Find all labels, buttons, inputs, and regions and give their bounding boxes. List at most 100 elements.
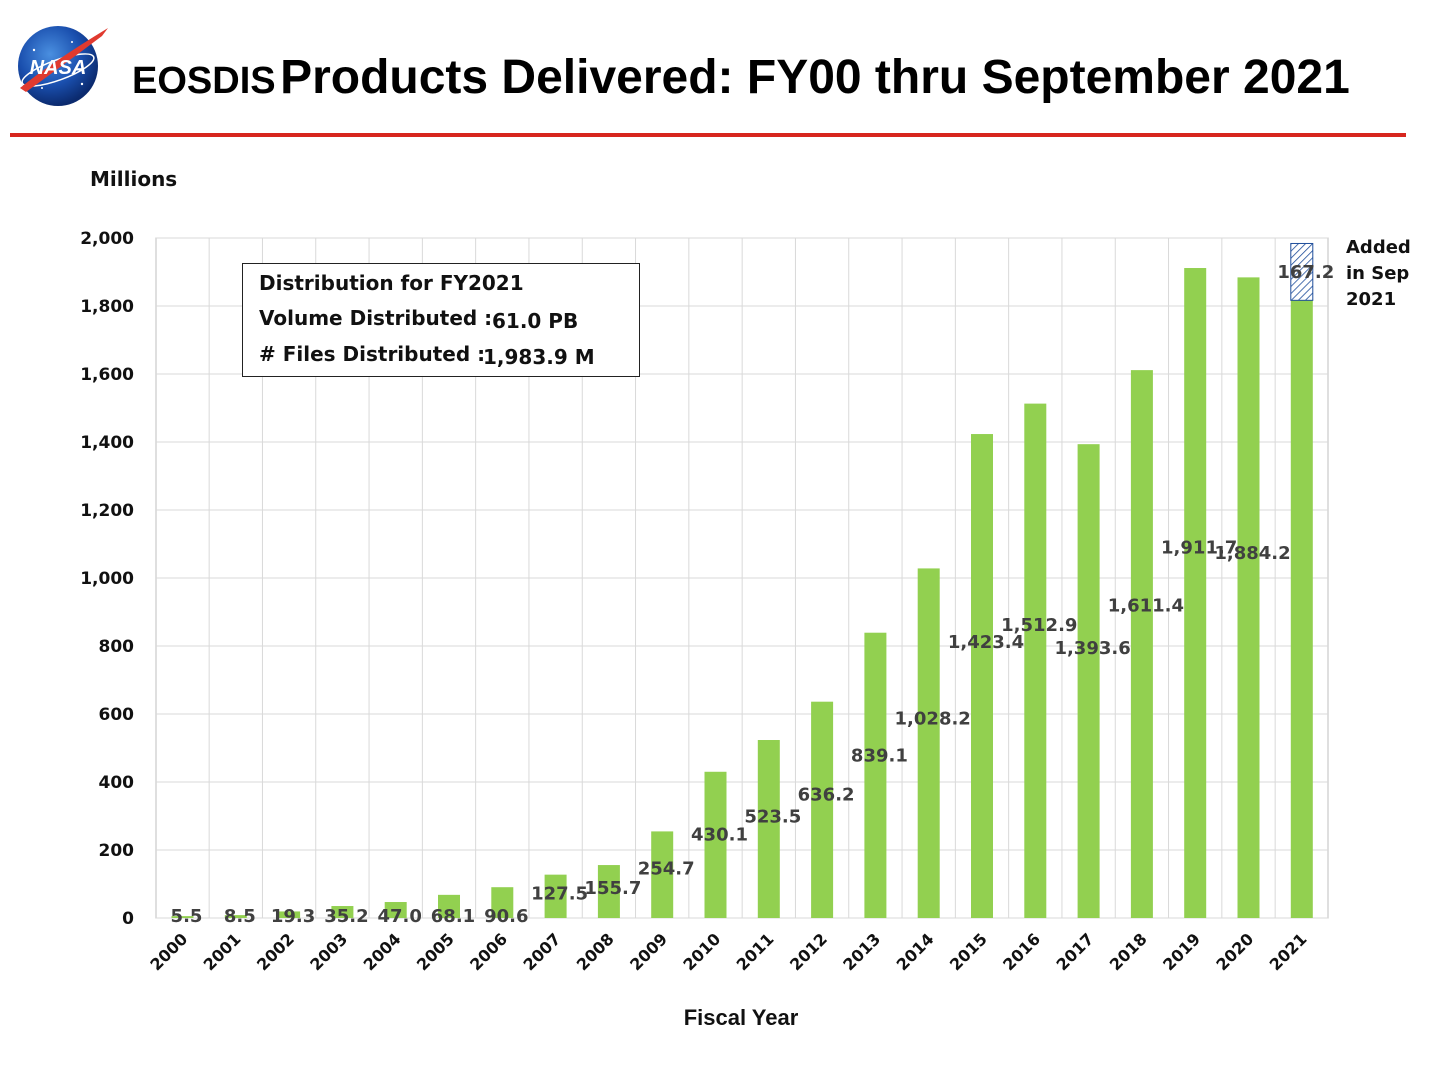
- value-label: 430.1: [691, 825, 748, 846]
- y-tick-label: 400: [99, 773, 135, 793]
- bar-2016: [1024, 403, 1047, 918]
- value-label: 35.2: [324, 906, 368, 927]
- bar-2008: [597, 865, 620, 918]
- value-label: 1,611.4: [1108, 596, 1184, 617]
- value-label: 127.5: [531, 883, 588, 904]
- x-tick-label: 2006: [466, 929, 511, 974]
- x-axis-title: Fiscal Year: [684, 1005, 799, 1030]
- y-tick-label: 2,000: [80, 229, 134, 249]
- bar-2010: [704, 771, 727, 918]
- x-tick-label: 2004: [360, 929, 405, 974]
- x-tick-label: 2008: [573, 929, 618, 974]
- added-annotation: Added in Sep 2021: [1346, 237, 1411, 310]
- x-tick-label: 2000: [146, 929, 191, 974]
- x-tick-label: 2010: [679, 929, 724, 974]
- bar-2014: [917, 568, 940, 918]
- x-tick-label: 2003: [306, 929, 351, 974]
- volume-value: 61.0 PB: [492, 309, 579, 333]
- value-label: 19.3: [271, 906, 315, 927]
- bars: [171, 242, 1314, 919]
- value-label: 90.6: [484, 906, 528, 927]
- volume-label: Volume Distributed :: [259, 306, 493, 330]
- bar-2019: [1184, 268, 1207, 919]
- y-tick-label: 600: [99, 705, 135, 725]
- bar-2018: [1130, 370, 1153, 918]
- x-tick-label: 2019: [1159, 929, 1204, 974]
- value-label: 839.1: [851, 745, 908, 766]
- bar-2009: [651, 831, 674, 918]
- annotation-line-1: Added: [1346, 237, 1411, 258]
- value-label: 8.5: [224, 906, 256, 927]
- y-tick-label: 1,200: [80, 501, 134, 521]
- value-label: 1,884.2: [1214, 543, 1290, 564]
- bar-2001: [224, 915, 247, 918]
- bar-2007: [544, 874, 567, 918]
- x-tick-label: 2016: [999, 929, 1044, 974]
- y-tick-label: 1,600: [80, 365, 134, 385]
- y-tick-label: 0: [122, 909, 134, 929]
- bar-2000: [171, 916, 194, 918]
- annotation-line-3: 2021: [1346, 289, 1396, 310]
- added-value-label: 167.2: [1277, 262, 1334, 283]
- value-label: 47.0: [377, 906, 421, 927]
- value-label: 254.7: [638, 859, 695, 880]
- info-box-title: Distribution for FY2021: [259, 271, 524, 295]
- x-tick-label: 2009: [626, 929, 671, 974]
- value-label: 155.7: [584, 878, 641, 899]
- page-title: EOSDIS Products Delivered: FY00 thru Sep…: [132, 50, 1350, 105]
- value-label: 1,393.6: [1054, 638, 1130, 659]
- bar-2004: [384, 902, 407, 918]
- bar-2012: [811, 701, 834, 918]
- bar-2013: [864, 632, 887, 918]
- x-tick-label: 2014: [893, 929, 938, 974]
- files-label: # Files Distributed :: [259, 342, 486, 366]
- value-label: 5.5: [171, 906, 203, 927]
- bar-2006: [491, 887, 514, 918]
- x-tick-label: 2011: [733, 929, 778, 974]
- value-label: 1,028.2: [895, 709, 971, 730]
- x-tick-label: 2017: [1053, 929, 1098, 974]
- x-tick-label: 2001: [200, 929, 245, 974]
- value-label: 1,423.4: [948, 632, 1024, 653]
- y-tick-label: 200: [99, 841, 135, 861]
- y-axis-title: Millions: [90, 167, 177, 191]
- data-labels: 167.2 5.5 8.5 19.3 35.2 47.0 68.1 90.6127.5155.…: [171, 262, 1335, 927]
- x-tick-label: 2015: [946, 929, 991, 974]
- y-tick-label: 1,400: [80, 433, 134, 453]
- files-value: 1,983.9 M: [483, 345, 595, 369]
- x-tick-label: 2013: [839, 929, 884, 974]
- x-tick-label: 2020: [1212, 929, 1257, 974]
- logo-wordmark: NASA: [30, 57, 87, 79]
- title-prefix: EOSDIS: [132, 60, 276, 102]
- bar-2011: [757, 740, 780, 918]
- distribution-info-box: Distribution for FY2021 Volume Distribut…: [242, 263, 640, 377]
- bar-2005: [438, 894, 460, 918]
- x-axis-ticks: 2000 2001 2002 2003 2004 2005 2006 2007 2008 2009…: [146, 929, 1310, 974]
- annotation-line-2: in Sep: [1346, 263, 1409, 284]
- bar-2020: [1237, 277, 1260, 918]
- y-tick-label: 1,000: [80, 569, 134, 589]
- bar-2003: [331, 906, 354, 918]
- value-label: 1,911.7: [1161, 538, 1237, 559]
- title-divider: [10, 133, 1406, 137]
- value-label: 523.5: [744, 807, 801, 828]
- nasa-logo: NASA: [12, 22, 112, 106]
- x-tick-label: 2018: [1106, 929, 1151, 974]
- x-tick-label: 2012: [786, 929, 831, 974]
- x-tick-label: 2021: [1266, 929, 1311, 974]
- value-label: 68.1: [431, 906, 475, 927]
- y-tick-label: 1,800: [80, 297, 134, 317]
- bar-2002: [278, 911, 301, 918]
- x-tick-label: 2007: [520, 929, 565, 974]
- x-tick-label: 2005: [413, 929, 458, 974]
- bar-2015: [971, 434, 993, 918]
- y-tick-label: 800: [99, 637, 135, 657]
- bar-2021-added: [1290, 242, 1314, 301]
- x-tick-label: 2002: [253, 929, 298, 974]
- y-axis-ticks: 0 200 400 600 800 1,000 1,200 1,400 1,600 1,800 2,…: [80, 229, 134, 929]
- bar-2017: [1077, 444, 1100, 918]
- bar-2021: [1290, 300, 1313, 918]
- title-main: Products Delivered: FY00 thru September …: [280, 51, 1350, 104]
- value-label: 1,512.9: [1001, 615, 1077, 636]
